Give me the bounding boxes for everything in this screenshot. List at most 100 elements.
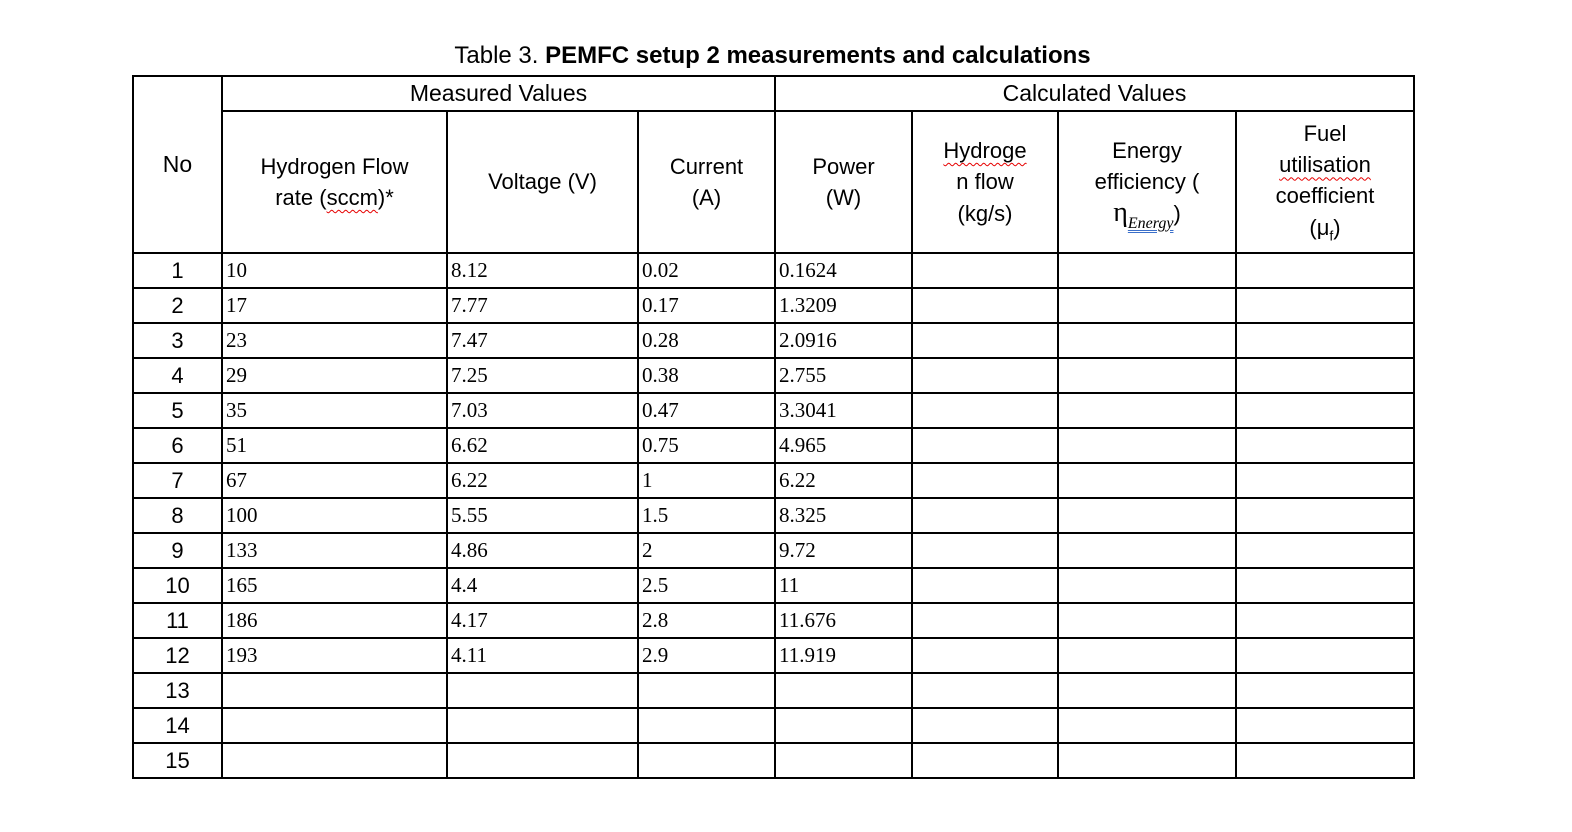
cell-hydrogen-flow-kgs[interactable]	[911, 252, 1059, 289]
cell-fuel-utilisation[interactable]	[1235, 392, 1415, 429]
cell-voltage[interactable]	[446, 707, 639, 744]
cell-hydrogen-flow-kgs[interactable]	[911, 497, 1059, 534]
cell-fuel-utilisation[interactable]	[1235, 637, 1415, 674]
cell-voltage[interactable]: 5.55	[446, 497, 639, 534]
row-number-cell[interactable]: 15	[132, 742, 223, 779]
col-header-power[interactable]: Power (W)	[774, 110, 913, 254]
cell-current[interactable]: 2.5	[637, 567, 776, 604]
cell-energy-efficiency[interactable]	[1057, 742, 1237, 779]
group-header-calculated[interactable]: Calculated Values	[774, 75, 1415, 112]
cell-energy-efficiency[interactable]	[1057, 497, 1237, 534]
cell-current[interactable]	[637, 672, 776, 709]
cell-power[interactable]: 9.72	[774, 532, 913, 569]
cell-current[interactable]: 2.9	[637, 637, 776, 674]
row-number-cell[interactable]: 9	[132, 532, 223, 569]
row-number-cell[interactable]: 10	[132, 567, 223, 604]
cell-hydrogen-flow-rate[interactable]: 100	[221, 497, 448, 534]
cell-hydrogen-flow-rate[interactable]: 133	[221, 532, 448, 569]
cell-energy-efficiency[interactable]	[1057, 532, 1237, 569]
cell-hydrogen-flow-kgs[interactable]	[911, 392, 1059, 429]
cell-hydrogen-flow-rate[interactable]: 186	[221, 602, 448, 639]
cell-energy-efficiency[interactable]	[1057, 427, 1237, 464]
cell-voltage[interactable]: 6.22	[446, 462, 639, 499]
cell-energy-efficiency[interactable]	[1057, 567, 1237, 604]
cell-hydrogen-flow-rate[interactable]: 51	[221, 427, 448, 464]
cell-fuel-utilisation[interactable]	[1235, 287, 1415, 324]
cell-hydrogen-flow-kgs[interactable]	[911, 427, 1059, 464]
cell-energy-efficiency[interactable]	[1057, 392, 1237, 429]
cell-power[interactable]: 2.0916	[774, 322, 913, 359]
cell-voltage[interactable]: 4.17	[446, 602, 639, 639]
cell-fuel-utilisation[interactable]	[1235, 602, 1415, 639]
cell-hydrogen-flow-rate[interactable]: 29	[221, 357, 448, 394]
cell-voltage[interactable]	[446, 742, 639, 779]
row-number-cell[interactable]: 11	[132, 602, 223, 639]
cell-voltage[interactable]: 4.4	[446, 567, 639, 604]
cell-hydrogen-flow-rate[interactable]	[221, 742, 448, 779]
cell-voltage[interactable]	[446, 672, 639, 709]
cell-voltage[interactable]: 7.03	[446, 392, 639, 429]
cell-current[interactable]	[637, 742, 776, 779]
cell-current[interactable]: 2	[637, 532, 776, 569]
cell-power[interactable]: 2.755	[774, 357, 913, 394]
cell-current[interactable]: 0.17	[637, 287, 776, 324]
cell-current[interactable]: 0.75	[637, 427, 776, 464]
col-header-energy-efficiency[interactable]: Energy efficiency ( ηEnergy)	[1057, 110, 1237, 254]
cell-hydrogen-flow-rate[interactable]	[221, 707, 448, 744]
cell-voltage[interactable]: 7.77	[446, 287, 639, 324]
cell-fuel-utilisation[interactable]	[1235, 252, 1415, 289]
col-header-hydrogen-flow-kgs[interactable]: Hydroge n flow (kg/s)	[911, 110, 1059, 254]
cell-voltage[interactable]: 7.47	[446, 322, 639, 359]
cell-fuel-utilisation[interactable]	[1235, 427, 1415, 464]
cell-fuel-utilisation[interactable]	[1235, 497, 1415, 534]
row-number-cell[interactable]: 12	[132, 637, 223, 674]
cell-energy-efficiency[interactable]	[1057, 707, 1237, 744]
cell-fuel-utilisation[interactable]	[1235, 707, 1415, 744]
cell-power[interactable]	[774, 707, 913, 744]
cell-hydrogen-flow-rate[interactable]: 17	[221, 287, 448, 324]
cell-fuel-utilisation[interactable]	[1235, 322, 1415, 359]
row-number-cell[interactable]: 13	[132, 672, 223, 709]
row-number-cell[interactable]: 2	[132, 287, 223, 324]
cell-hydrogen-flow-rate[interactable]: 23	[221, 322, 448, 359]
cell-hydrogen-flow-rate[interactable]: 193	[221, 637, 448, 674]
cell-hydrogen-flow-kgs[interactable]	[911, 672, 1059, 709]
cell-hydrogen-flow-rate[interactable]: 35	[221, 392, 448, 429]
cell-power[interactable]: 11.919	[774, 637, 913, 674]
cell-power[interactable]: 11	[774, 567, 913, 604]
table-caption[interactable]: Table 3. PEMFC setup 2 measurements and …	[132, 42, 1413, 70]
cell-power[interactable]: 1.3209	[774, 287, 913, 324]
cell-energy-efficiency[interactable]	[1057, 287, 1237, 324]
row-number-cell[interactable]: 1	[132, 252, 223, 289]
col-header-voltage[interactable]: Voltage (V)	[446, 110, 639, 254]
col-header-current[interactable]: Current (A)	[637, 110, 776, 254]
col-header-no[interactable]: No	[132, 75, 223, 254]
cell-power[interactable]: 11.676	[774, 602, 913, 639]
cell-energy-efficiency[interactable]	[1057, 252, 1237, 289]
row-number-cell[interactable]: 14	[132, 707, 223, 744]
cell-hydrogen-flow-kgs[interactable]	[911, 532, 1059, 569]
cell-power[interactable]: 3.3041	[774, 392, 913, 429]
cell-fuel-utilisation[interactable]	[1235, 672, 1415, 709]
row-number-cell[interactable]: 5	[132, 392, 223, 429]
cell-current[interactable]: 1.5	[637, 497, 776, 534]
cell-energy-efficiency[interactable]	[1057, 672, 1237, 709]
cell-fuel-utilisation[interactable]	[1235, 532, 1415, 569]
cell-power[interactable]: 0.1624	[774, 252, 913, 289]
cell-fuel-utilisation[interactable]	[1235, 462, 1415, 499]
cell-fuel-utilisation[interactable]	[1235, 742, 1415, 779]
cell-hydrogen-flow-kgs[interactable]	[911, 322, 1059, 359]
row-number-cell[interactable]: 7	[132, 462, 223, 499]
row-number-cell[interactable]: 6	[132, 427, 223, 464]
cell-current[interactable]: 2.8	[637, 602, 776, 639]
cell-current[interactable]: 1	[637, 462, 776, 499]
cell-hydrogen-flow-rate[interactable]: 67	[221, 462, 448, 499]
cell-power[interactable]	[774, 672, 913, 709]
cell-hydrogen-flow-kgs[interactable]	[911, 602, 1059, 639]
cell-hydrogen-flow-kgs[interactable]	[911, 742, 1059, 779]
cell-hydrogen-flow-kgs[interactable]	[911, 637, 1059, 674]
cell-hydrogen-flow-kgs[interactable]	[911, 357, 1059, 394]
cell-power[interactable]: 6.22	[774, 462, 913, 499]
cell-current[interactable]	[637, 707, 776, 744]
cell-hydrogen-flow-kgs[interactable]	[911, 287, 1059, 324]
